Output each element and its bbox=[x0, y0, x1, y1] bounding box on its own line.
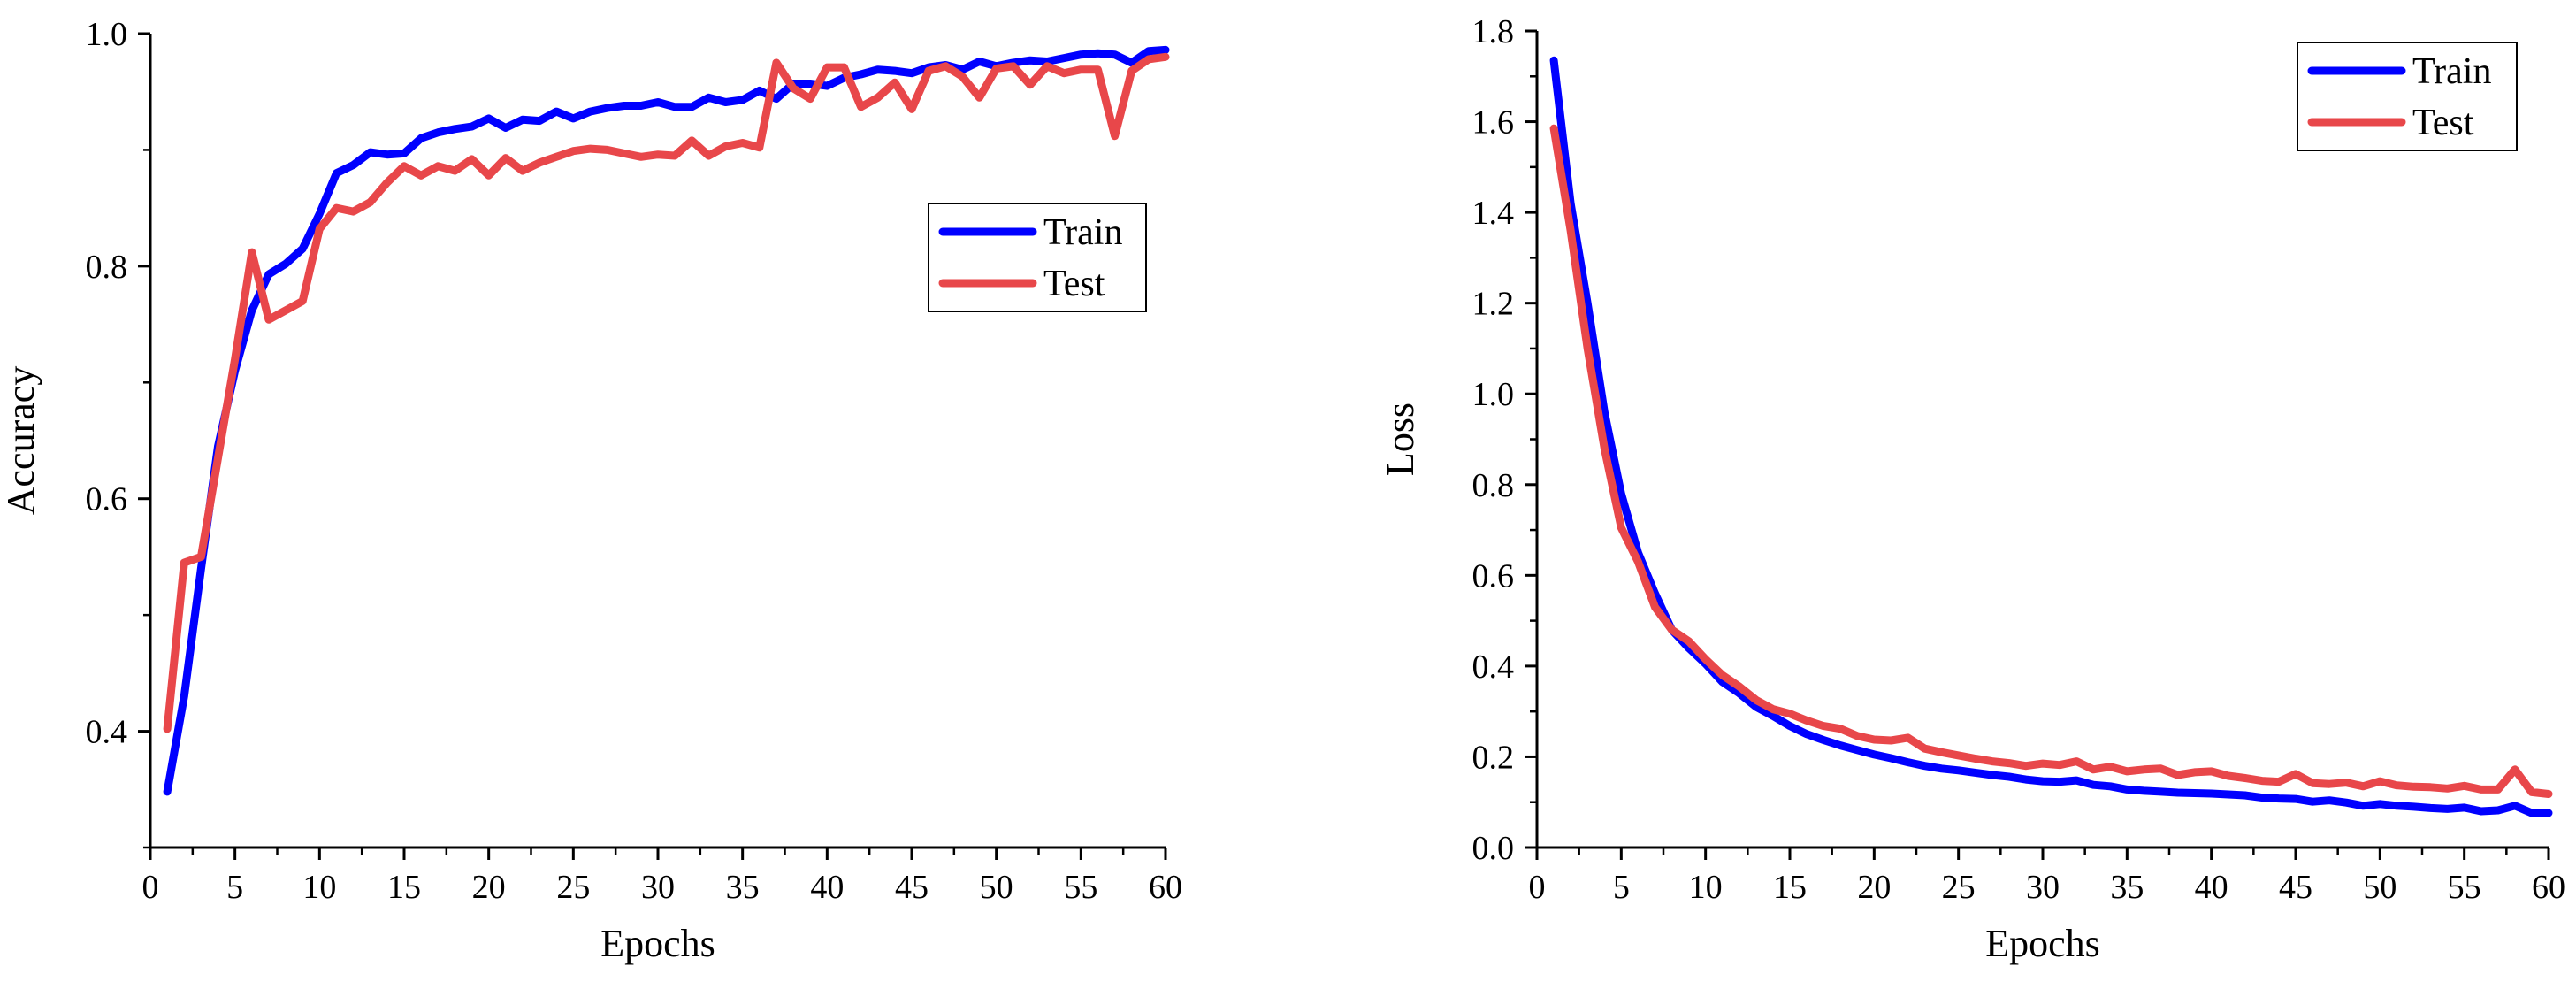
y-tick-label: 0.6 bbox=[1472, 557, 1515, 595]
y-tick-label: 1.0 bbox=[1472, 376, 1515, 413]
x-tick-label: 15 bbox=[1773, 869, 1807, 906]
x-tick-label: 50 bbox=[980, 869, 1013, 906]
series-line-train bbox=[163, 45, 1170, 796]
y-tick-label: 1.0 bbox=[86, 16, 128, 53]
x-tick-label: 10 bbox=[302, 869, 336, 906]
x-tick-label: 35 bbox=[726, 869, 760, 906]
legend-box bbox=[2297, 42, 2518, 151]
x-tick-label: 45 bbox=[2279, 869, 2312, 906]
y-tick-label: 0.2 bbox=[1472, 739, 1515, 776]
x-tick-label: 35 bbox=[2110, 869, 2144, 906]
y-tick-label: 0.6 bbox=[86, 481, 128, 518]
loss-chart: 0 5 10 15 20 25 30 35 40 45 50 55 60 0.0 0.2 0.4 0.6 0.8 1… bbox=[1379, 13, 2565, 965]
y-axis-title: Accuracy bbox=[0, 366, 42, 516]
x-tick-label: 5 bbox=[226, 869, 243, 906]
x-tick-label: 0 bbox=[142, 869, 159, 906]
y-tick-label: 0.8 bbox=[1472, 467, 1515, 504]
x-tick-label: 20 bbox=[1857, 869, 1891, 906]
y-tick-label: 1.4 bbox=[1472, 195, 1515, 232]
y-tick-label: 0.4 bbox=[1472, 648, 1515, 686]
x-tick-label: 60 bbox=[2532, 869, 2565, 906]
x-tick-label: 40 bbox=[810, 869, 844, 906]
x-axis-title: Epochs bbox=[1985, 922, 2100, 965]
y-tick-label: 0.4 bbox=[86, 714, 128, 751]
x-axis-title: Epochs bbox=[600, 922, 715, 965]
accuracy-chart: 0 5 10 15 20 25 30 35 40 45 50 55 60 0.4 0.6 0.8 1.0 Epoc… bbox=[0, 16, 1182, 965]
x-tick-label: 15 bbox=[387, 869, 421, 906]
y-tick-label: 1.6 bbox=[1472, 104, 1515, 142]
x-tick-label: 30 bbox=[641, 869, 675, 906]
y-tick-label: 1.2 bbox=[1472, 286, 1515, 323]
x-tick-label: 60 bbox=[1149, 869, 1182, 906]
y-tick-label: 1.8 bbox=[1472, 13, 1515, 50]
series-line-train bbox=[1549, 56, 2553, 817]
x-tick-label: 40 bbox=[2195, 869, 2228, 906]
x-tick-label: 50 bbox=[2363, 869, 2396, 906]
legend-label-train: Train bbox=[1043, 212, 1122, 253]
series-line-test bbox=[1549, 124, 2553, 798]
x-tick-label: 20 bbox=[472, 869, 506, 906]
x-tick-label: 5 bbox=[1613, 869, 1630, 906]
x-tick-label: 55 bbox=[1064, 869, 1097, 906]
x-tick-label: 25 bbox=[1942, 869, 1976, 906]
legend-label-test: Test bbox=[2412, 103, 2474, 143]
x-tick-label: 25 bbox=[556, 869, 590, 906]
y-axis-title: Loss bbox=[1379, 403, 1422, 476]
x-tick-label: 55 bbox=[2448, 869, 2481, 906]
y-tick-label: 0.8 bbox=[86, 249, 128, 286]
x-tick-label: 30 bbox=[2026, 869, 2060, 906]
x-tick-label: 45 bbox=[895, 869, 929, 906]
y-tick-label: 0.0 bbox=[1472, 830, 1515, 867]
series-line-test bbox=[163, 52, 1170, 733]
legend-box bbox=[928, 203, 1147, 312]
legend-label-train: Train bbox=[2412, 51, 2491, 92]
x-tick-label: 0 bbox=[1529, 869, 1546, 906]
x-tick-label: 10 bbox=[1689, 869, 1723, 906]
legend-label-test: Test bbox=[1043, 264, 1105, 304]
